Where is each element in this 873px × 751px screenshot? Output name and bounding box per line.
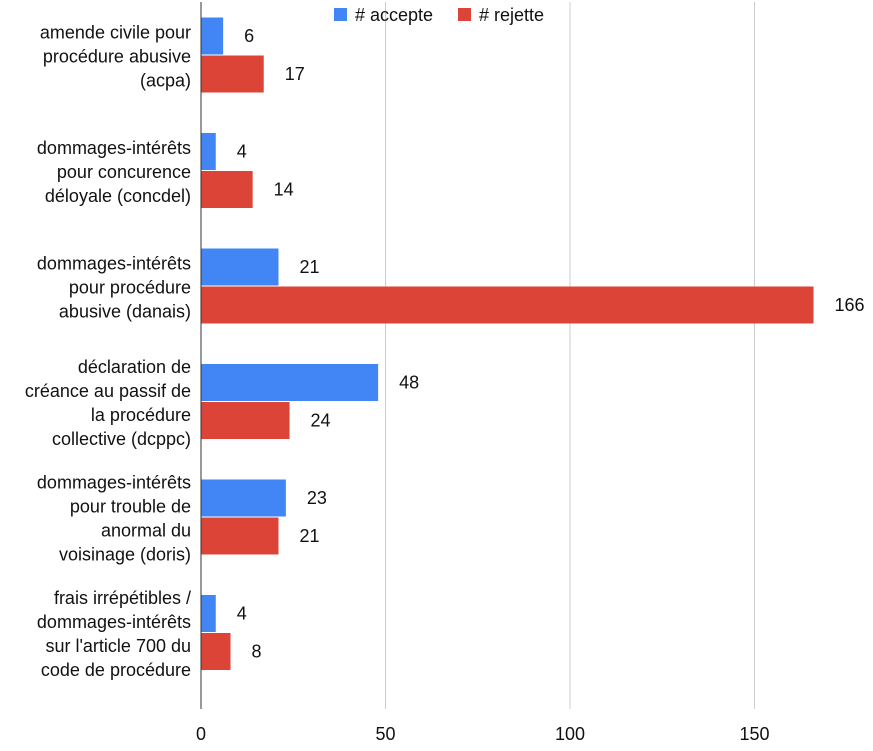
category-label-5-line-3: code de procédure [41, 660, 191, 680]
data-label-accepte-2: 21 [299, 257, 319, 277]
category-label-0-line-2: (acpa) [140, 71, 191, 91]
bar-accepte-5 [201, 595, 216, 632]
data-label-accepte-5: 4 [237, 604, 247, 624]
bar-rejette-4 [201, 517, 279, 555]
category-label-3-line-0: déclaration de [78, 357, 191, 377]
data-label-accepte-4: 23 [307, 488, 327, 508]
bar-rejette-2 [201, 286, 814, 324]
category-label-2-line-0: dommages-intérêts [37, 254, 191, 274]
legend-accepte-label: # accepte [355, 5, 433, 25]
data-label-rejette-3: 24 [311, 411, 331, 431]
category-label-2-line-1: pour procédure [69, 278, 191, 298]
bar-accepte-0 [201, 17, 224, 55]
data-label-rejette-5: 8 [252, 642, 262, 662]
bar-rejette-1 [201, 171, 253, 208]
category-label-4-line-3: voisinage (doris) [59, 545, 191, 565]
category-label-4-line-0: dommages-intérêts [37, 473, 191, 493]
category-label-3-line-1: créance au passif de [25, 381, 191, 401]
category-label-4-line-2: anormal du [101, 521, 191, 541]
category-label-1-line-2: déloyale (concdel) [45, 186, 191, 206]
legend-rejette-label: # rejette [479, 5, 544, 25]
data-label-rejette-4: 21 [299, 526, 319, 546]
category-label-2-line-2: abusive (danais) [59, 302, 191, 322]
data-label-accepte-0: 6 [244, 26, 254, 46]
category-label-3-line-2: la procédure [91, 405, 191, 425]
x-tick-label-0: 0 [196, 724, 206, 744]
bar-accepte-4 [201, 479, 286, 517]
legend-accepte-swatch [334, 8, 347, 21]
category-label-0-line-0: amende civile pour [40, 23, 191, 43]
bar-accepte-3 [201, 364, 379, 401]
data-label-rejette-2: 166 [835, 295, 865, 315]
x-tick-label-50: 50 [375, 724, 395, 744]
category-label-0-line-1: procédure abusive [43, 47, 191, 67]
category-label-5-line-2: sur l'article 700 du [45, 636, 191, 656]
bar-accepte-1 [201, 133, 216, 170]
x-tick-label-150: 150 [739, 724, 769, 744]
category-label-1-line-0: dommages-intérêts [37, 138, 191, 158]
data-label-accepte-3: 48 [399, 373, 419, 393]
bar-rejette-3 [201, 402, 290, 439]
category-label-5-line-0: frais irrépétibles / [54, 588, 191, 608]
category-label-1-line-1: pour concurence [57, 162, 191, 182]
bar-rejette-0 [201, 55, 264, 93]
bar-rejette-5 [201, 633, 231, 670]
x-tick-label-100: 100 [555, 724, 585, 744]
legend-rejette-swatch [458, 8, 471, 21]
category-label-3-line-3: collective (dcppc) [52, 429, 191, 449]
category-label-4-line-1: pour trouble de [70, 497, 191, 517]
category-label-5-line-1: dommages-intérêts [37, 612, 191, 632]
data-label-rejette-1: 14 [274, 180, 294, 200]
data-label-rejette-0: 17 [285, 64, 305, 84]
data-label-accepte-1: 4 [237, 142, 247, 162]
bar-accepte-2 [201, 248, 279, 286]
